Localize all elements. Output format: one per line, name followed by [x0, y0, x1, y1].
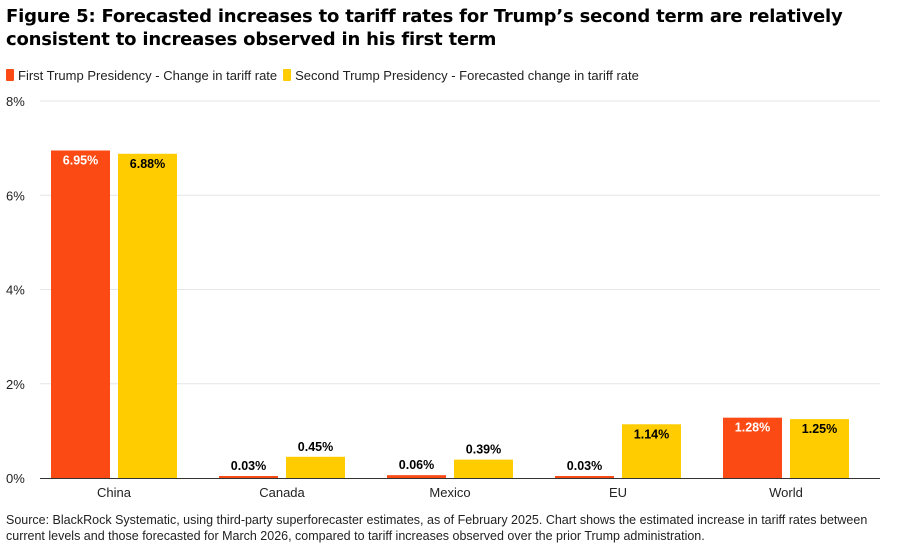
data-label: 1.14%	[634, 427, 669, 441]
bar-first	[219, 476, 278, 478]
legend-swatch-first	[6, 69, 14, 81]
legend-label-second: Second Trump Presidency - Forecasted cha…	[295, 67, 639, 83]
data-label: 0.06%	[399, 458, 434, 472]
x-tick-label: Mexico	[429, 485, 470, 500]
data-label: 0.03%	[231, 459, 266, 473]
bar-second	[286, 456, 345, 478]
legend-item-first: First Trump Presidency - Change in tarif…	[6, 68, 277, 83]
bar-first	[555, 476, 614, 478]
y-tick-label: 0%	[6, 471, 25, 486]
y-tick-label: 8%	[6, 94, 25, 109]
legend: First Trump Presidency - Change in tarif…	[6, 66, 645, 84]
bar-second	[790, 419, 849, 478]
data-label: 0.45%	[298, 440, 333, 454]
y-tick-label: 6%	[6, 188, 25, 203]
data-label: 6.95%	[63, 153, 98, 167]
bar-second	[454, 459, 513, 478]
bar-first	[387, 475, 446, 478]
data-label: 0.39%	[466, 443, 501, 457]
legend-label-first: First Trump Presidency - Change in tarif…	[18, 67, 278, 83]
bar-chart: 0% 2% 4% 6% 8% 6.95% 6.88% China 0.03% 0.45% Canad…	[6, 94, 880, 500]
x-tick-label: World	[769, 485, 803, 500]
data-label: 6.88%	[130, 157, 165, 171]
y-tick-label: 2%	[6, 377, 25, 392]
bar-first	[51, 150, 110, 478]
x-tick-label: Canada	[259, 485, 305, 500]
x-tick-label: EU	[609, 485, 627, 500]
bar-second	[118, 153, 177, 478]
data-label: 1.25%	[802, 422, 837, 436]
y-tick-label: 4%	[6, 283, 25, 298]
legend-swatch-second	[283, 69, 292, 81]
data-label: 1.28%	[735, 421, 770, 435]
legend-item-second: Second Trump Presidency - Forecasted cha…	[283, 68, 639, 83]
x-tick-label: China	[97, 485, 132, 500]
data-label: 0.03%	[567, 459, 602, 473]
chart-title: Figure 5: Forecasted increases to tariff…	[6, 6, 843, 50]
bar-second	[622, 424, 681, 478]
source-note: Source: BlackRock Systematic, using thir…	[6, 513, 868, 543]
bar-first	[723, 417, 782, 478]
